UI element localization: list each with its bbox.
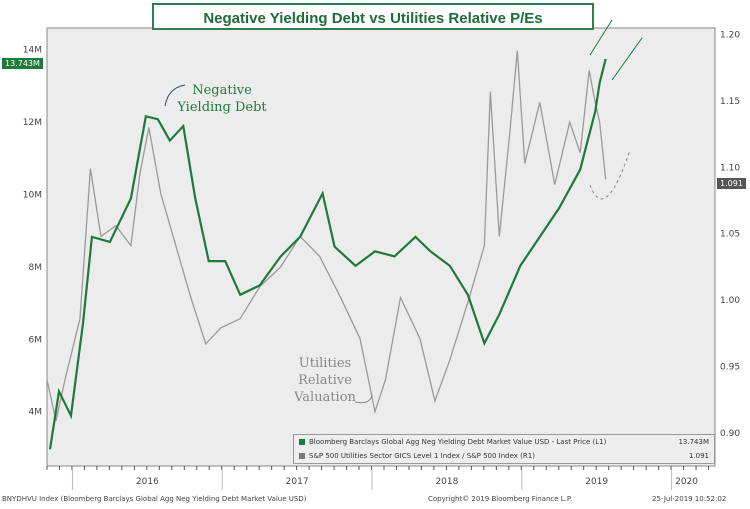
x-axis-tick: 2018 [435, 477, 458, 487]
series-utilities-line [46, 50, 607, 422]
x-axis-tick: 2017 [286, 477, 309, 487]
annotation-arrow [164, 84, 186, 107]
legend-label: Bloomberg Barclays Global Agg Neg Yieldi… [309, 438, 607, 446]
right-axis-tick: 1.10 [720, 163, 740, 173]
legend-value: 13.743M [678, 438, 709, 446]
last-value-left: 13.743M [2, 58, 43, 69]
right-axis-tick: 1.00 [720, 296, 740, 306]
legend-swatch [299, 453, 305, 459]
legend-swatch [299, 439, 305, 445]
annotation-arrow-gray [354, 394, 373, 404]
plot-area [46, 27, 716, 467]
right-axis-tick: 1.15 [720, 97, 740, 107]
left-axis-tick: 4M [29, 408, 43, 418]
footer-right: 25-Jul-2019 10:52:02 [652, 495, 727, 503]
legend-item-gray: S&P 500 Utilities Sector GICS Level 1 In… [294, 449, 714, 463]
dashed-arrow [589, 149, 631, 200]
left-axis-tick: 14M [23, 46, 42, 56]
last-value-right: 1.091 [717, 178, 746, 189]
legend: Bloomberg Barclays Global Agg Neg Yieldi… [293, 434, 715, 464]
footer-left: BNYDHVU Index (Bloomberg Barclays Global… [2, 495, 307, 503]
left-axis-tick: 8M [29, 263, 43, 273]
right-axis-tick: 0.95 [720, 362, 740, 372]
x-axis-tick: 2016 [136, 477, 159, 487]
footer-center: Copyright© 2019 Bloomberg Finance L.P. [428, 495, 573, 503]
annotation-utilities: Utilities Relative Valuation [294, 356, 356, 405]
right-axis-tick: 1.20 [720, 31, 740, 41]
arrow-up-1 [589, 19, 613, 56]
chart-title: Negative Yielding Debt vs Utilities Rela… [152, 3, 594, 30]
x-axis-tick: 2019 [585, 477, 608, 487]
series-neg-debt-line [48, 58, 607, 450]
left-axis-tick: 6M [29, 335, 43, 345]
left-axis-tick: 10M [23, 191, 42, 201]
right-axis-tick: 0.90 [720, 429, 740, 439]
right-axis-tick: 1.05 [720, 230, 740, 240]
legend-item-green: Bloomberg Barclays Global Agg Neg Yieldi… [294, 435, 714, 449]
legend-label: S&P 500 Utilities Sector GICS Level 1 In… [309, 452, 535, 460]
annotation-negative-debt: Negative Yielding Debt [177, 83, 267, 115]
x-axis-tick: 2020 [675, 477, 698, 487]
arrow-up-2 [611, 37, 643, 81]
left-axis-tick: 12M [23, 118, 42, 128]
legend-value: 1.091 [688, 452, 709, 460]
